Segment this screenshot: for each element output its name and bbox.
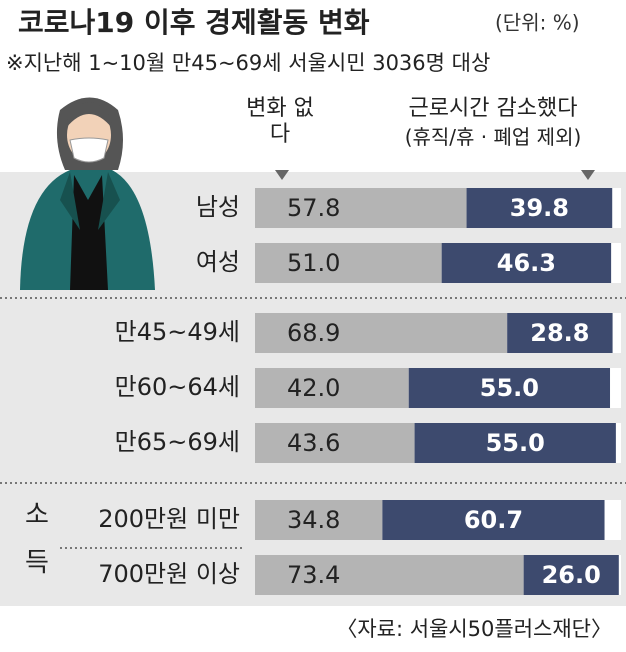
bar — [255, 555, 524, 595]
chart-title: 코로나19 이후 경제활동 변화 — [18, 6, 370, 39]
subtitle: ※지난해 1~10월 만45~69세 서울시민 3036명 대상 — [6, 51, 490, 75]
bar — [255, 313, 508, 353]
bar — [507, 313, 613, 353]
bar — [466, 188, 613, 228]
bar — [523, 555, 619, 595]
value-label: 55.0 — [480, 374, 539, 402]
arrow — [581, 170, 595, 180]
value-label: 51.0 — [287, 249, 340, 277]
category-label: 여성 — [196, 248, 240, 276]
bar — [255, 368, 409, 408]
bar — [382, 500, 605, 540]
series-note: (휴직/휴 · 폐업 제외) — [404, 125, 582, 149]
value-label: 28.8 — [530, 319, 589, 347]
value-label: 60.7 — [464, 506, 523, 534]
category-label: 만45~49세 — [115, 318, 240, 346]
value-label: 68.9 — [287, 319, 340, 347]
bar — [255, 500, 383, 540]
value-label: 46.3 — [497, 249, 556, 277]
value-label: 26.0 — [542, 561, 601, 589]
series-header: 변화 없다 — [246, 96, 314, 147]
bar — [414, 423, 616, 463]
category-label: 남성 — [196, 193, 240, 221]
arrow — [275, 170, 289, 180]
bar — [441, 243, 612, 283]
series-header: 근로시간 감소했다 — [408, 96, 578, 121]
category-label: 700만원 이상 — [98, 560, 240, 588]
category-label: 만65~69세 — [115, 428, 240, 456]
bar — [255, 243, 442, 283]
value-label: 73.4 — [287, 561, 340, 589]
value-label: 42.0 — [287, 374, 340, 402]
value-label: 57.8 — [287, 194, 340, 222]
unit: (단위: %) — [495, 11, 580, 35]
bar — [255, 423, 415, 463]
value-label: 55.0 — [486, 429, 545, 457]
illustration — [20, 97, 155, 290]
value-label: 39.8 — [510, 194, 569, 222]
value-label: 43.6 — [287, 429, 340, 457]
category-label: 만60~64세 — [115, 373, 240, 401]
bar — [408, 368, 611, 408]
bar — [255, 188, 467, 228]
category-label: 200만원 미만 — [98, 505, 240, 533]
source: 〈자료: 서울시50플러스재단〉 — [336, 617, 612, 641]
value-label: 34.8 — [287, 506, 340, 534]
group-label: 소득 — [20, 500, 50, 596]
